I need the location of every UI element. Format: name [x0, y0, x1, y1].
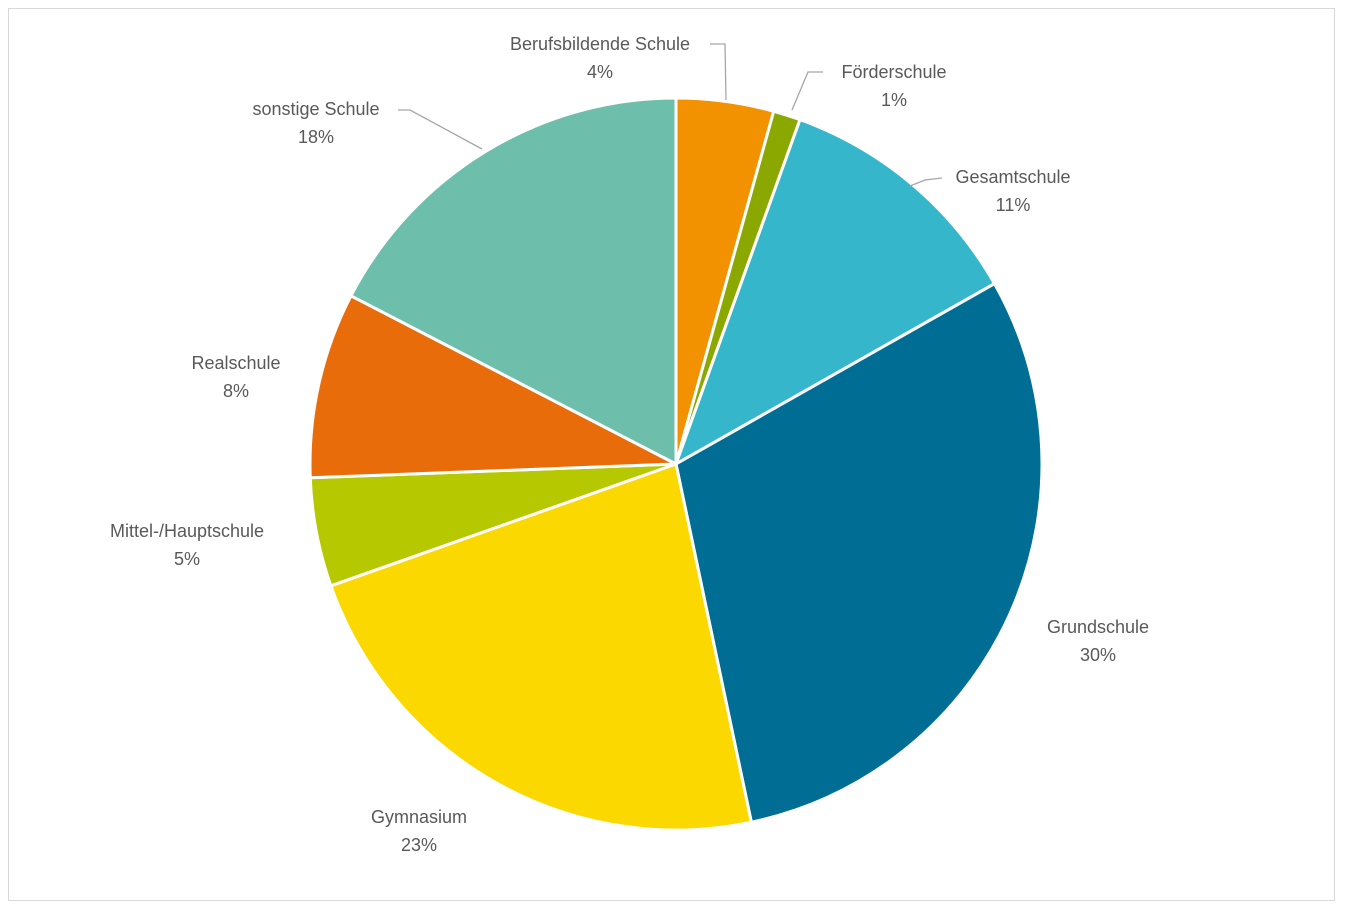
data-labels: Berufsbildende Schule 4% Förderschule 1% Ges…: [110, 34, 1149, 855]
slice-category-label: Gesamtschule: [955, 167, 1070, 187]
slice-category-label: sonstige Schule: [252, 99, 379, 119]
slice-category-label: Grundschule: [1047, 617, 1149, 637]
pie-slice-gymnasium: [329, 462, 753, 832]
slice-percent-label: 30%: [1080, 645, 1116, 665]
slice-category-label: Förderschule: [841, 62, 946, 82]
slice-category-label: Berufsbildende Schule: [510, 34, 690, 54]
slice-percent-label: 1%: [881, 90, 907, 110]
slice-category-label: Gymnasium: [371, 807, 467, 827]
slice-percent-label: 8%: [223, 381, 249, 401]
pie-slice-sonstige-schule: [349, 96, 678, 466]
leader-line: [710, 43, 727, 101]
slice-category-label: Realschule: [191, 353, 280, 373]
leader-lines: [398, 43, 943, 187]
pie-slice-realschule: [308, 294, 678, 480]
leader-line: [909, 177, 943, 187]
slice-percent-label: 11%: [996, 195, 1031, 215]
slice-percent-label: 5%: [174, 549, 200, 569]
leader-line: [398, 109, 483, 150]
slice-percent-label: 4%: [587, 62, 613, 82]
slice-percent-label: 18%: [298, 127, 334, 147]
pie-slices: [308, 96, 1044, 832]
pie-slice-grundschule: [674, 282, 1044, 824]
pie-slice-gesamtschule: [674, 118, 996, 466]
leader-line: [791, 71, 823, 111]
slice-percent-label: 23%: [401, 835, 437, 855]
slice-category-label: Mittel-/Hauptschule: [110, 521, 264, 541]
